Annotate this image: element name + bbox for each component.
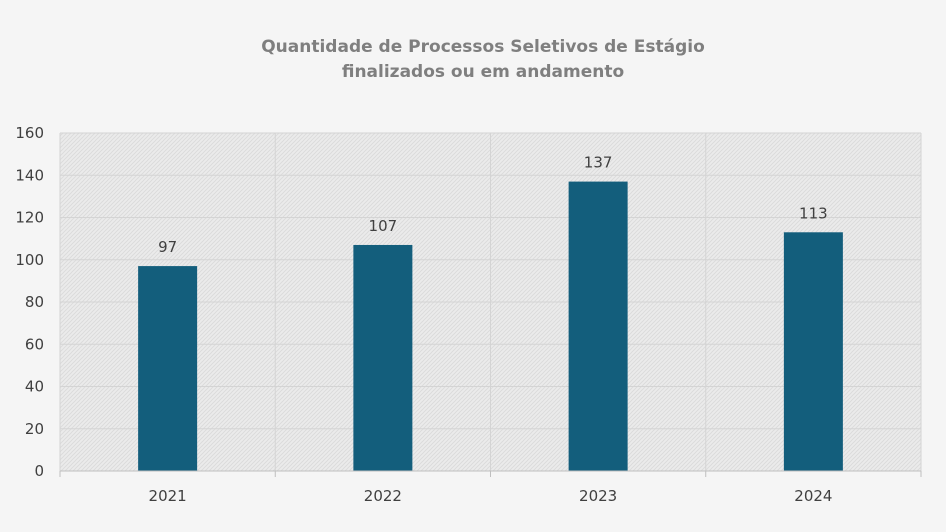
data-label: 113 <box>799 204 828 222</box>
y-axis: 0 20 40 60 80 100 120 140 160 <box>15 124 44 480</box>
chart-title-line-1: Quantidade de Processos Seletivos de Est… <box>261 37 705 57</box>
data-label: 97 <box>158 238 177 256</box>
data-label: 137 <box>584 154 613 172</box>
x-tick-label: 2022 <box>364 487 402 505</box>
chart-title-line-2: finalizados ou em andamento <box>342 62 624 82</box>
y-tick-label: 20 <box>25 420 44 438</box>
y-tick-label: 0 <box>34 462 44 480</box>
y-tick-label: 60 <box>25 335 44 353</box>
x-tick-label: 2024 <box>794 487 832 505</box>
bar-2024 <box>783 232 843 471</box>
y-tick-label: 80 <box>25 293 44 311</box>
y-tick-label: 40 <box>25 378 44 396</box>
x-axis: 2021 2022 2023 2024 <box>59 470 922 505</box>
y-tick-label: 100 <box>15 251 44 269</box>
bar-2022 <box>353 244 413 471</box>
gridlines <box>59 132 922 471</box>
bar-2023 <box>568 181 628 471</box>
x-tick-label: 2021 <box>149 487 187 505</box>
data-label: 107 <box>369 217 398 235</box>
y-tick-label: 140 <box>15 166 44 184</box>
x-tick-label: 2023 <box>579 487 617 505</box>
y-tick-label: 160 <box>15 124 44 142</box>
bars: 97 107 137 113 <box>138 154 843 471</box>
bar-2021 <box>138 266 198 471</box>
y-tick-label: 120 <box>15 209 44 227</box>
